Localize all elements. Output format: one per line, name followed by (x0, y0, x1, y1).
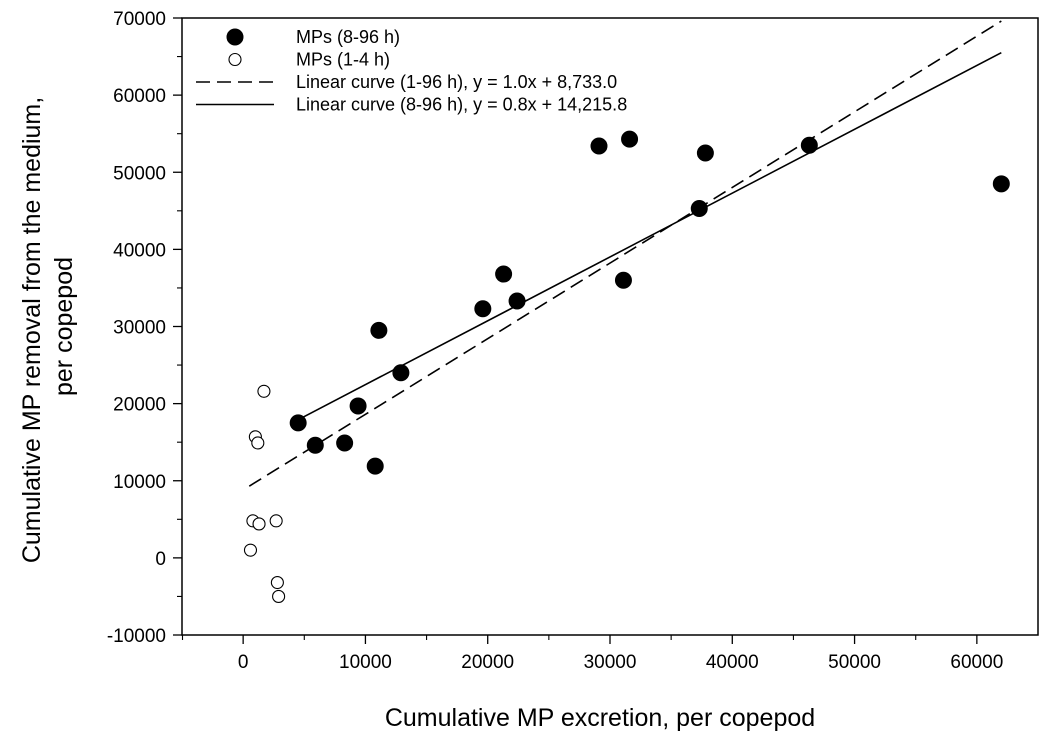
data-points (243, 130, 1010, 603)
legend-label: Linear curve (8-96 h), y = 0.8x + 14,215… (296, 95, 627, 115)
point-8-96h (590, 137, 608, 155)
point-1-4h (269, 514, 283, 528)
point-8-96h (495, 265, 513, 283)
legend-label: Linear curve (1-96 h), y = 1.0x + 8,733.… (296, 72, 617, 92)
x-tick-label: 60000 (950, 652, 1003, 673)
legend-marker-1-4h (228, 52, 242, 67)
x-tick-label: 20000 (461, 652, 514, 673)
y-tick-label: 50000 (113, 163, 166, 184)
point-1-4h (272, 589, 286, 603)
x-tick-label: 0 (238, 652, 249, 673)
legend-marker-8-96h (226, 28, 244, 46)
point-8-96h (336, 434, 354, 452)
x-axis: 0 10000 20000 30000 40000 50000 60000 (181, 635, 1003, 673)
point-8-96h (992, 175, 1010, 193)
y-tick-label: 30000 (113, 318, 166, 339)
legend-label: MPs (1-4 h) (296, 50, 390, 70)
y-tick-label: 10000 (113, 472, 166, 493)
point-8-96h (370, 321, 388, 339)
point-8-96h (696, 144, 714, 162)
point-8-96h (800, 136, 818, 154)
point-8-96h (614, 271, 632, 289)
y-axis-title: Cumulative MP removal from the medium, p… (18, 90, 78, 563)
point-8-96h (621, 130, 639, 148)
y-tick-label: 20000 (113, 395, 166, 416)
y-tick-label: 0 (155, 549, 166, 570)
x-tick-label: 30000 (584, 652, 637, 673)
point-8-96h (392, 364, 410, 382)
fit-line-8-96h (291, 51, 1002, 424)
y-tick-label: 60000 (113, 86, 166, 107)
x-tick-label: 50000 (828, 652, 881, 673)
point-1-4h (251, 436, 265, 450)
y-axis-title-line-1: Cumulative MP removal from the medium, (18, 97, 46, 563)
point-8-96h (306, 436, 324, 454)
point-8-96h (349, 397, 367, 415)
point-8-96h (366, 457, 384, 475)
x-tick-label: 40000 (706, 652, 759, 673)
point-1-4h (270, 576, 284, 590)
point-8-96h (289, 414, 307, 432)
point-1-4h (252, 517, 266, 531)
fit-lines (248, 20, 1002, 487)
point-1-4h (257, 384, 271, 398)
y-tick-label: 70000 (113, 9, 166, 30)
legend-label: MPs (8-96 h) (296, 27, 400, 47)
x-tick-label: 10000 (339, 652, 392, 673)
y-tick-label: -10000 (107, 626, 166, 647)
y-axis: -10000 0 10000 20000 30000 40000 50000 60000 700… (107, 9, 182, 647)
y-axis-title-line-2: per copepod (50, 257, 78, 396)
point-8-96h (474, 300, 492, 318)
point-8-96h (508, 292, 526, 310)
fit-line-1-96h (248, 20, 1002, 487)
y-tick-label: 40000 (113, 240, 166, 261)
point-8-96h (690, 199, 708, 217)
legend: MPs (8-96 h) MPs (1-4 h)Linear curve (1-9… (196, 27, 627, 115)
point-1-4h (243, 543, 258, 557)
x-axis-title: Cumulative MP excretion, per copepod (385, 704, 815, 732)
